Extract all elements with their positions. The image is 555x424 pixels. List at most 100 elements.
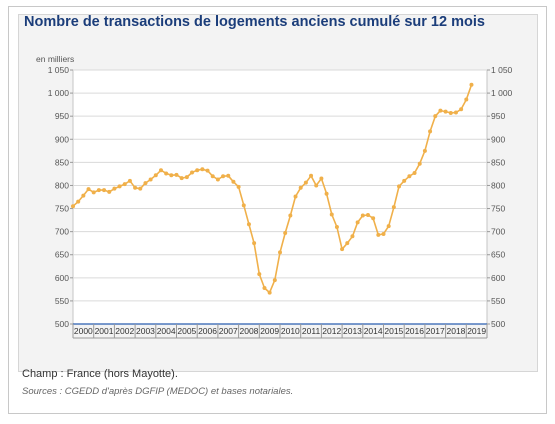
- data-point: [102, 188, 107, 193]
- x-tick-label: 2007: [219, 326, 238, 336]
- data-point: [200, 167, 205, 172]
- data-point: [210, 174, 215, 179]
- data-point: [303, 180, 308, 185]
- champ-note: Champ : France (hors Mayotte).: [22, 368, 178, 380]
- series-layer: [71, 82, 474, 295]
- y-tick-label-right: 750: [491, 204, 505, 214]
- x-tick-label: 2004: [157, 326, 176, 336]
- data-point: [91, 190, 96, 195]
- x-tick-label: 2015: [384, 326, 403, 336]
- data-point: [179, 176, 184, 181]
- data-point: [448, 110, 453, 115]
- data-point: [96, 188, 101, 193]
- x-tick-label: 2009: [260, 326, 279, 336]
- data-point: [241, 203, 246, 208]
- y-tick-label: 500: [55, 319, 69, 329]
- data-point: [350, 234, 355, 239]
- y-tick-label: 950: [55, 111, 69, 121]
- data-point: [195, 168, 200, 173]
- data-point: [428, 129, 433, 134]
- data-point: [355, 220, 360, 225]
- y-tick-label-right: 1 050: [491, 65, 513, 75]
- data-point: [453, 110, 458, 115]
- x-tick-label: 2016: [405, 326, 424, 336]
- x-tick-label: 2001: [95, 326, 114, 336]
- data-point: [314, 183, 319, 188]
- x-tick-label: 2005: [177, 326, 196, 336]
- y-tick-label: 600: [55, 273, 69, 283]
- y-tick-label: 1 000: [48, 88, 70, 98]
- data-point: [360, 213, 365, 218]
- x-tick-label: 2019: [467, 326, 486, 336]
- data-point: [257, 272, 262, 277]
- data-point: [459, 107, 464, 112]
- data-point: [365, 213, 370, 218]
- data-point: [86, 187, 91, 192]
- data-point: [391, 205, 396, 210]
- data-point: [184, 175, 189, 180]
- x-tick-label: 2006: [198, 326, 217, 336]
- data-point: [443, 109, 448, 114]
- data-point: [267, 290, 272, 295]
- y-tick-label: 750: [55, 204, 69, 214]
- y-tick-label-right: 500: [491, 319, 505, 329]
- y-tick-label-right: 900: [491, 134, 505, 144]
- data-point: [226, 173, 231, 178]
- data-point: [278, 250, 282, 255]
- data-point: [169, 173, 174, 178]
- x-tick-label: 2012: [322, 326, 341, 336]
- data-point: [334, 225, 339, 230]
- x-tick-label: 2011: [302, 326, 321, 336]
- data-point: [262, 285, 267, 290]
- data-point: [407, 174, 412, 179]
- data-point: [246, 222, 251, 227]
- y-tick-label-right: 650: [491, 250, 505, 260]
- data-point: [329, 212, 334, 217]
- x-tick-label: 2008: [239, 326, 258, 336]
- data-point: [417, 161, 422, 166]
- y-tick-label-right: 800: [491, 180, 505, 190]
- data-point: [112, 186, 117, 191]
- x-tick-label: 2002: [115, 326, 134, 336]
- data-point: [231, 179, 236, 184]
- chart-title: Nombre de transactions de logements anci…: [24, 14, 485, 30]
- y-tick-label-right: 1 000: [491, 88, 513, 98]
- data-point: [298, 185, 303, 190]
- axis-labels: 500 500 550 550 600 600 650 650 700 700 750 750 800 8…: [36, 54, 513, 336]
- y-tick-label-right: 600: [491, 273, 505, 283]
- data-point: [438, 108, 443, 113]
- data-point: [340, 247, 345, 252]
- data-point: [381, 231, 386, 236]
- data-point: [469, 82, 474, 87]
- plot-area: [72, 69, 488, 325]
- data-point: [164, 171, 169, 176]
- data-point: [76, 199, 81, 204]
- data-point: [376, 232, 381, 237]
- data-point: [272, 278, 277, 283]
- y-tick-label: 900: [55, 134, 69, 144]
- y-tick-label: 550: [55, 296, 69, 306]
- x-tick-label: 2000: [74, 326, 93, 336]
- data-point: [215, 177, 220, 182]
- x-tick-label: 2017: [426, 326, 445, 336]
- y-tick-label-right: 950: [491, 111, 505, 121]
- sources-note: Sources : CGEDD d'après DGFIP (MEDOC) et…: [22, 386, 294, 397]
- data-point: [402, 178, 407, 183]
- data-point: [148, 177, 153, 182]
- data-point: [174, 172, 179, 177]
- x-tick-label: 2013: [343, 326, 362, 336]
- data-point: [122, 182, 127, 187]
- data-point: [371, 216, 376, 221]
- data-point: [127, 178, 132, 183]
- data-point: [324, 191, 329, 196]
- data-point: [412, 170, 417, 175]
- data-point: [190, 170, 195, 175]
- axes: [70, 69, 490, 339]
- data-point: [138, 186, 143, 191]
- data-point: [133, 185, 138, 190]
- y-unit-label: en milliers: [36, 54, 74, 64]
- y-tick-label: 700: [55, 227, 69, 237]
- data-point: [153, 173, 158, 178]
- data-point: [397, 184, 402, 189]
